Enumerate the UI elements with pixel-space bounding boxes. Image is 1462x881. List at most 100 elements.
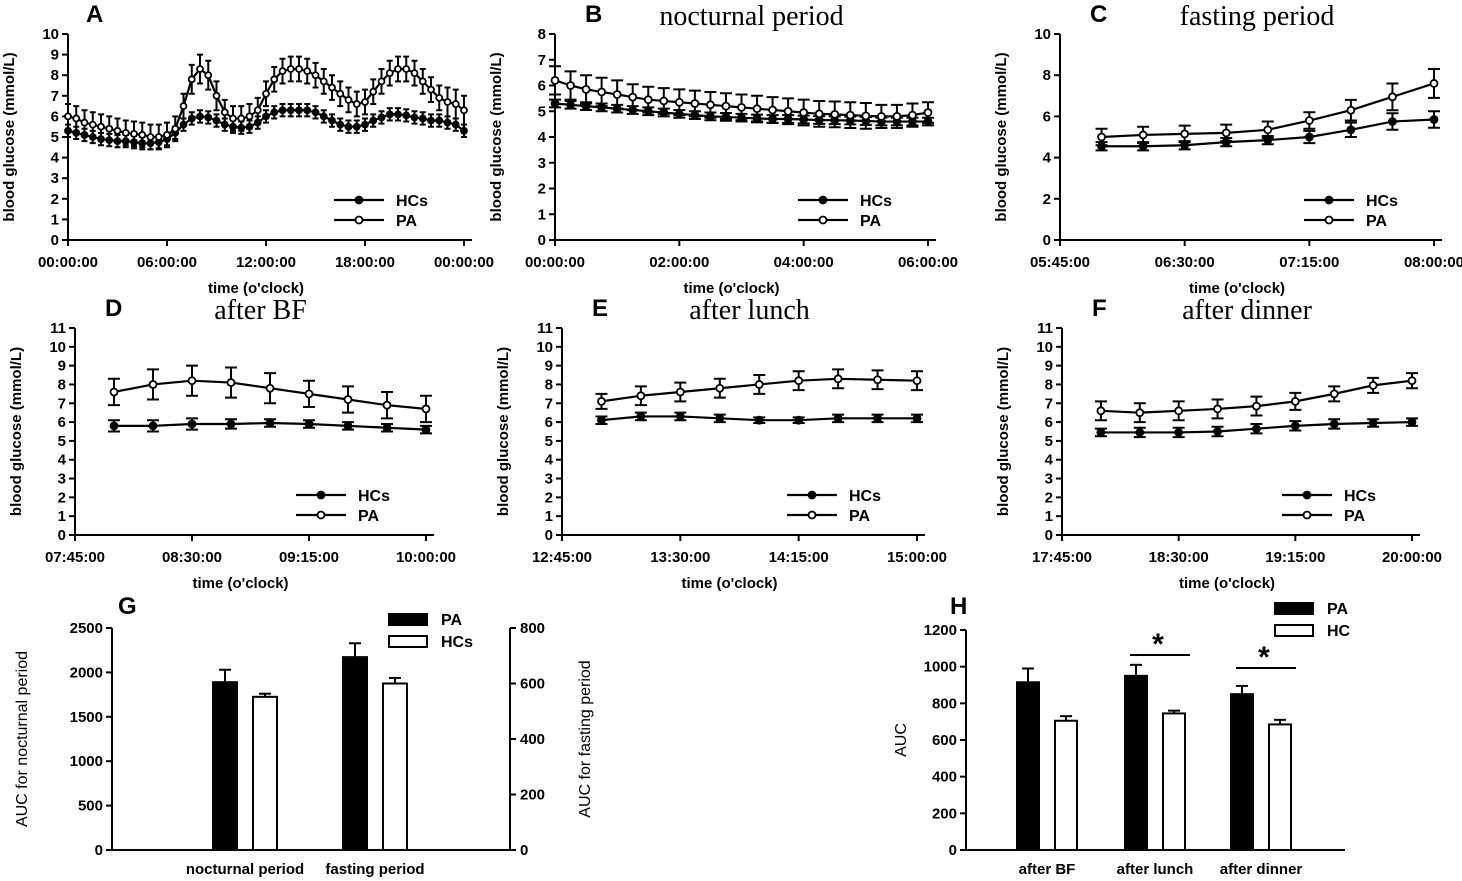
y-tick-label: 0 bbox=[545, 527, 553, 544]
legend-marker bbox=[1324, 195, 1334, 205]
y-tick-label: 7 bbox=[538, 52, 546, 69]
legend-marker bbox=[818, 215, 828, 225]
x-tick-label: 06:00:00 bbox=[898, 254, 958, 271]
data-point-hcs bbox=[187, 114, 196, 123]
data-point-hcs bbox=[1407, 417, 1417, 427]
y-tick-label: 2 bbox=[545, 489, 553, 506]
y-tick-label: 500 bbox=[78, 798, 103, 815]
data-point-pa bbox=[121, 128, 130, 137]
data-point-pa bbox=[421, 404, 431, 414]
data-point-hcs bbox=[212, 116, 221, 125]
x-tick-label: 07:15:00 bbox=[1279, 254, 1339, 271]
data-point-pa bbox=[1407, 376, 1417, 386]
data-point-hcs bbox=[1368, 418, 1378, 428]
data-point-hcs bbox=[1252, 424, 1261, 434]
y-tick-label: 8 bbox=[1043, 67, 1051, 84]
legend-label: HCs bbox=[441, 634, 473, 651]
data-point-pa bbox=[435, 93, 444, 102]
data-point-pa bbox=[187, 376, 197, 386]
data-point-pa bbox=[581, 84, 591, 94]
y2-axis-label: AUC for fasting period bbox=[577, 660, 594, 817]
x-tick-label: 06:30:00 bbox=[1155, 254, 1215, 271]
data-point-hcs bbox=[385, 110, 394, 119]
data-point-pa bbox=[1429, 79, 1439, 88]
data-point-pa bbox=[1213, 404, 1222, 414]
x-tick-label: 07:45:00 bbox=[45, 549, 105, 566]
y-tick-label: 1 bbox=[538, 206, 546, 223]
chart-title: after BF bbox=[214, 295, 307, 326]
data-point-hcs bbox=[369, 116, 378, 125]
data-point-pa bbox=[385, 69, 394, 78]
y-tick-label: 0 bbox=[58, 527, 66, 544]
data-point-hcs bbox=[336, 120, 345, 129]
data-point-pa bbox=[768, 105, 777, 115]
y2-tick-label: 800 bbox=[520, 620, 545, 637]
legend-label: HCs bbox=[358, 488, 390, 505]
y-tick-label: 6 bbox=[1045, 414, 1053, 431]
x-tick-label: 08:00:00 bbox=[1404, 254, 1462, 271]
data-point-pa bbox=[612, 90, 622, 99]
data-point-pa bbox=[295, 65, 303, 73]
data-point-pa bbox=[845, 110, 855, 120]
x-tick-label: 09:15:00 bbox=[279, 549, 339, 566]
data-point-pa bbox=[830, 109, 840, 119]
panel-letter: E bbox=[592, 295, 608, 322]
x-tick-label: 12:45:00 bbox=[532, 549, 592, 566]
data-point-pa bbox=[328, 83, 336, 92]
data-point-pa bbox=[1304, 116, 1314, 125]
data-point-hcs bbox=[418, 114, 427, 123]
bar-pa bbox=[1124, 674, 1148, 851]
y-tick-label: 7 bbox=[51, 88, 59, 105]
legend-marker bbox=[1324, 215, 1334, 225]
y-tick-label: 2 bbox=[1045, 489, 1053, 506]
data-point-hcs bbox=[1290, 421, 1300, 431]
y-tick-label: 1 bbox=[545, 508, 553, 525]
data-point-hcs bbox=[304, 419, 314, 429]
y-tick-label: 3 bbox=[538, 155, 546, 172]
data-point-pa bbox=[148, 380, 158, 389]
y-tick-label: 600 bbox=[932, 732, 957, 749]
data-point-pa bbox=[311, 71, 320, 80]
data-point-hcs bbox=[303, 106, 312, 115]
y-tick-label: 4 bbox=[1045, 452, 1054, 469]
y-tick-label: 5 bbox=[58, 433, 66, 450]
x-tick-label: 00:00:00 bbox=[434, 254, 494, 271]
y-tick-label: 9 bbox=[51, 47, 59, 64]
significance-star: * bbox=[1258, 641, 1270, 674]
data-point-hcs bbox=[460, 126, 468, 135]
y-tick-label: 2 bbox=[538, 181, 546, 198]
legend-marker bbox=[354, 215, 364, 225]
data-point-pa bbox=[659, 96, 669, 106]
y-axis-label: blood glucose (mmol/L) bbox=[1, 52, 18, 221]
x-tick-label: 18:30:00 bbox=[1149, 549, 1209, 566]
bar-hc bbox=[1162, 712, 1186, 852]
y-tick-label: 5 bbox=[538, 103, 546, 120]
data-point-pa bbox=[196, 65, 204, 73]
y-tick-label: 0 bbox=[1043, 232, 1051, 249]
y-tick-label: 1000 bbox=[924, 659, 957, 676]
data-point-hcs bbox=[382, 423, 392, 433]
data-point-pa bbox=[265, 383, 275, 393]
data-point-hcs bbox=[148, 421, 158, 431]
y-tick-label: 1 bbox=[58, 508, 66, 525]
data-point-pa bbox=[304, 389, 314, 399]
data-point-pa bbox=[262, 89, 270, 98]
bar-pa bbox=[1016, 681, 1040, 851]
panel-letter: A bbox=[86, 1, 103, 28]
bar-pa bbox=[342, 656, 368, 852]
data-point-hcs bbox=[754, 415, 764, 425]
data-point-hcs bbox=[833, 413, 843, 423]
data-point-pa bbox=[799, 108, 809, 117]
data-point-hcs bbox=[402, 111, 411, 120]
y-tick-label: 0 bbox=[1045, 527, 1053, 544]
y-tick-label: 8 bbox=[1045, 376, 1053, 393]
data-point-pa bbox=[674, 97, 684, 107]
data-point-hcs bbox=[550, 99, 560, 108]
data-point-pa bbox=[690, 99, 700, 108]
legend-label: PA bbox=[849, 508, 870, 525]
data-point-pa bbox=[382, 400, 392, 410]
data-point-pa bbox=[460, 106, 468, 115]
y-tick-label: 1 bbox=[1045, 508, 1053, 525]
